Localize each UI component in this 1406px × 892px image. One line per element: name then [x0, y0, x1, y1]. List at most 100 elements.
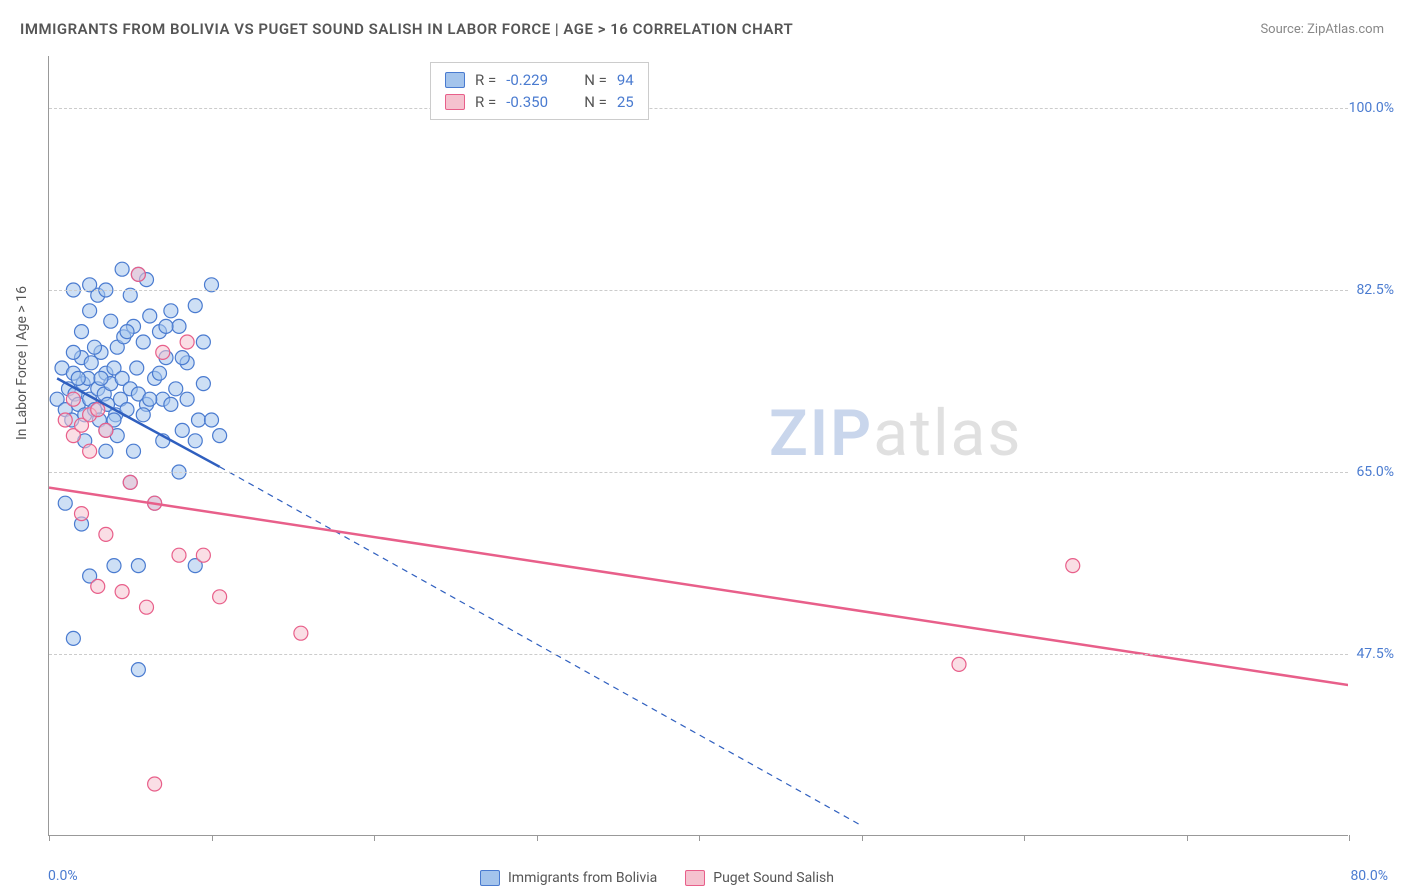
source-link[interactable]: ZipAtlas.com [1307, 22, 1384, 37]
y-tick-label: 100.0% [1349, 100, 1394, 116]
data-point [196, 548, 210, 562]
gridline [49, 108, 1348, 109]
data-point [123, 475, 137, 489]
data-point [175, 423, 189, 437]
data-point [66, 345, 80, 359]
series-legend: Immigrants from Bolivia Puget Sound Salis… [480, 870, 834, 886]
data-point [131, 559, 145, 573]
data-point [91, 403, 105, 417]
data-point [294, 626, 308, 640]
data-point [188, 299, 202, 313]
data-point [192, 413, 206, 427]
data-point [120, 325, 134, 339]
data-point [153, 366, 167, 380]
data-point [175, 351, 189, 365]
x-tick [699, 835, 700, 841]
data-point [143, 309, 157, 323]
plot-svg [49, 56, 1348, 835]
y-tick-label: 65.0% [1356, 464, 1394, 480]
x-tick [212, 835, 213, 841]
trend-line [49, 488, 1348, 686]
legend-row: R = -0.350 N = 25 [445, 91, 634, 113]
data-point [88, 340, 102, 354]
data-point [180, 392, 194, 406]
data-point [172, 548, 186, 562]
data-point [75, 325, 89, 339]
data-point [169, 382, 183, 396]
n-value: 94 [617, 71, 634, 89]
chart-title: IMMIGRANTS FROM BOLIVIA VS PUGET SOUND S… [20, 20, 793, 38]
legend-swatch [445, 72, 465, 88]
plot-area: ZIPatlas [48, 56, 1348, 836]
data-point [66, 392, 80, 406]
data-point [127, 444, 141, 458]
y-axis-label: In Labor Force | Age > 16 [14, 286, 30, 440]
data-point [58, 496, 72, 510]
source-label: Source: [1260, 22, 1303, 37]
data-point [196, 377, 210, 391]
legend-swatch [685, 870, 705, 886]
data-point [66, 631, 80, 645]
gridline [49, 290, 1348, 291]
data-point [91, 579, 105, 593]
data-point [213, 590, 227, 604]
data-point [131, 663, 145, 677]
data-point [1066, 559, 1080, 573]
data-point [107, 559, 121, 573]
data-point [164, 397, 178, 411]
data-point [75, 507, 89, 521]
x-tick [1187, 835, 1188, 841]
data-point [99, 444, 113, 458]
gridline [49, 654, 1348, 655]
x-axis-min-label: 0.0% [48, 868, 78, 884]
data-point [180, 335, 194, 349]
data-point [131, 267, 145, 281]
r-label: R = [475, 71, 496, 89]
data-point [99, 423, 113, 437]
legend-swatch [480, 870, 500, 886]
data-point [83, 304, 97, 318]
legend-row: R =-0.229N =94 [445, 69, 634, 91]
data-point [140, 600, 154, 614]
data-point [136, 335, 150, 349]
data-point [164, 304, 178, 318]
data-point [136, 408, 150, 422]
x-tick [1349, 835, 1350, 841]
legend-item: Immigrants from Bolivia [480, 870, 657, 886]
data-point [58, 413, 72, 427]
r-label: R = [475, 93, 496, 111]
data-point [143, 392, 157, 406]
y-tick-label: 47.5% [1356, 646, 1394, 662]
data-point [130, 361, 144, 375]
data-point [213, 429, 227, 443]
data-point [115, 585, 129, 599]
data-point [205, 413, 219, 427]
x-tick [862, 835, 863, 841]
data-point [94, 371, 108, 385]
data-point [71, 371, 85, 385]
legend-swatch [445, 94, 465, 110]
x-tick [49, 835, 50, 841]
data-point [952, 657, 966, 671]
data-point [196, 335, 210, 349]
data-point [188, 434, 202, 448]
correlation-legend: R = -0.229 N = 94 R = -0.350 N = 25 [430, 62, 649, 120]
x-axis-max-label: 80.0% [1350, 868, 1388, 884]
legend-label: Immigrants from Bolivia [508, 870, 657, 886]
data-point [172, 319, 186, 333]
y-tick-label: 82.5% [1356, 282, 1394, 298]
gridline [49, 472, 1348, 473]
x-tick [537, 835, 538, 841]
legend-item: Puget Sound Salish [685, 870, 834, 886]
source-attribution: Source: ZipAtlas.com [1260, 22, 1384, 37]
legend-label: Puget Sound Salish [713, 870, 834, 886]
data-point [99, 527, 113, 541]
n-label: N = [584, 93, 607, 111]
x-tick [374, 835, 375, 841]
data-point [156, 345, 170, 359]
data-point [83, 444, 97, 458]
r-value: -0.350 [506, 93, 566, 111]
n-value: 25 [617, 93, 634, 111]
r-value: -0.229 [506, 71, 566, 89]
data-point [148, 777, 162, 791]
